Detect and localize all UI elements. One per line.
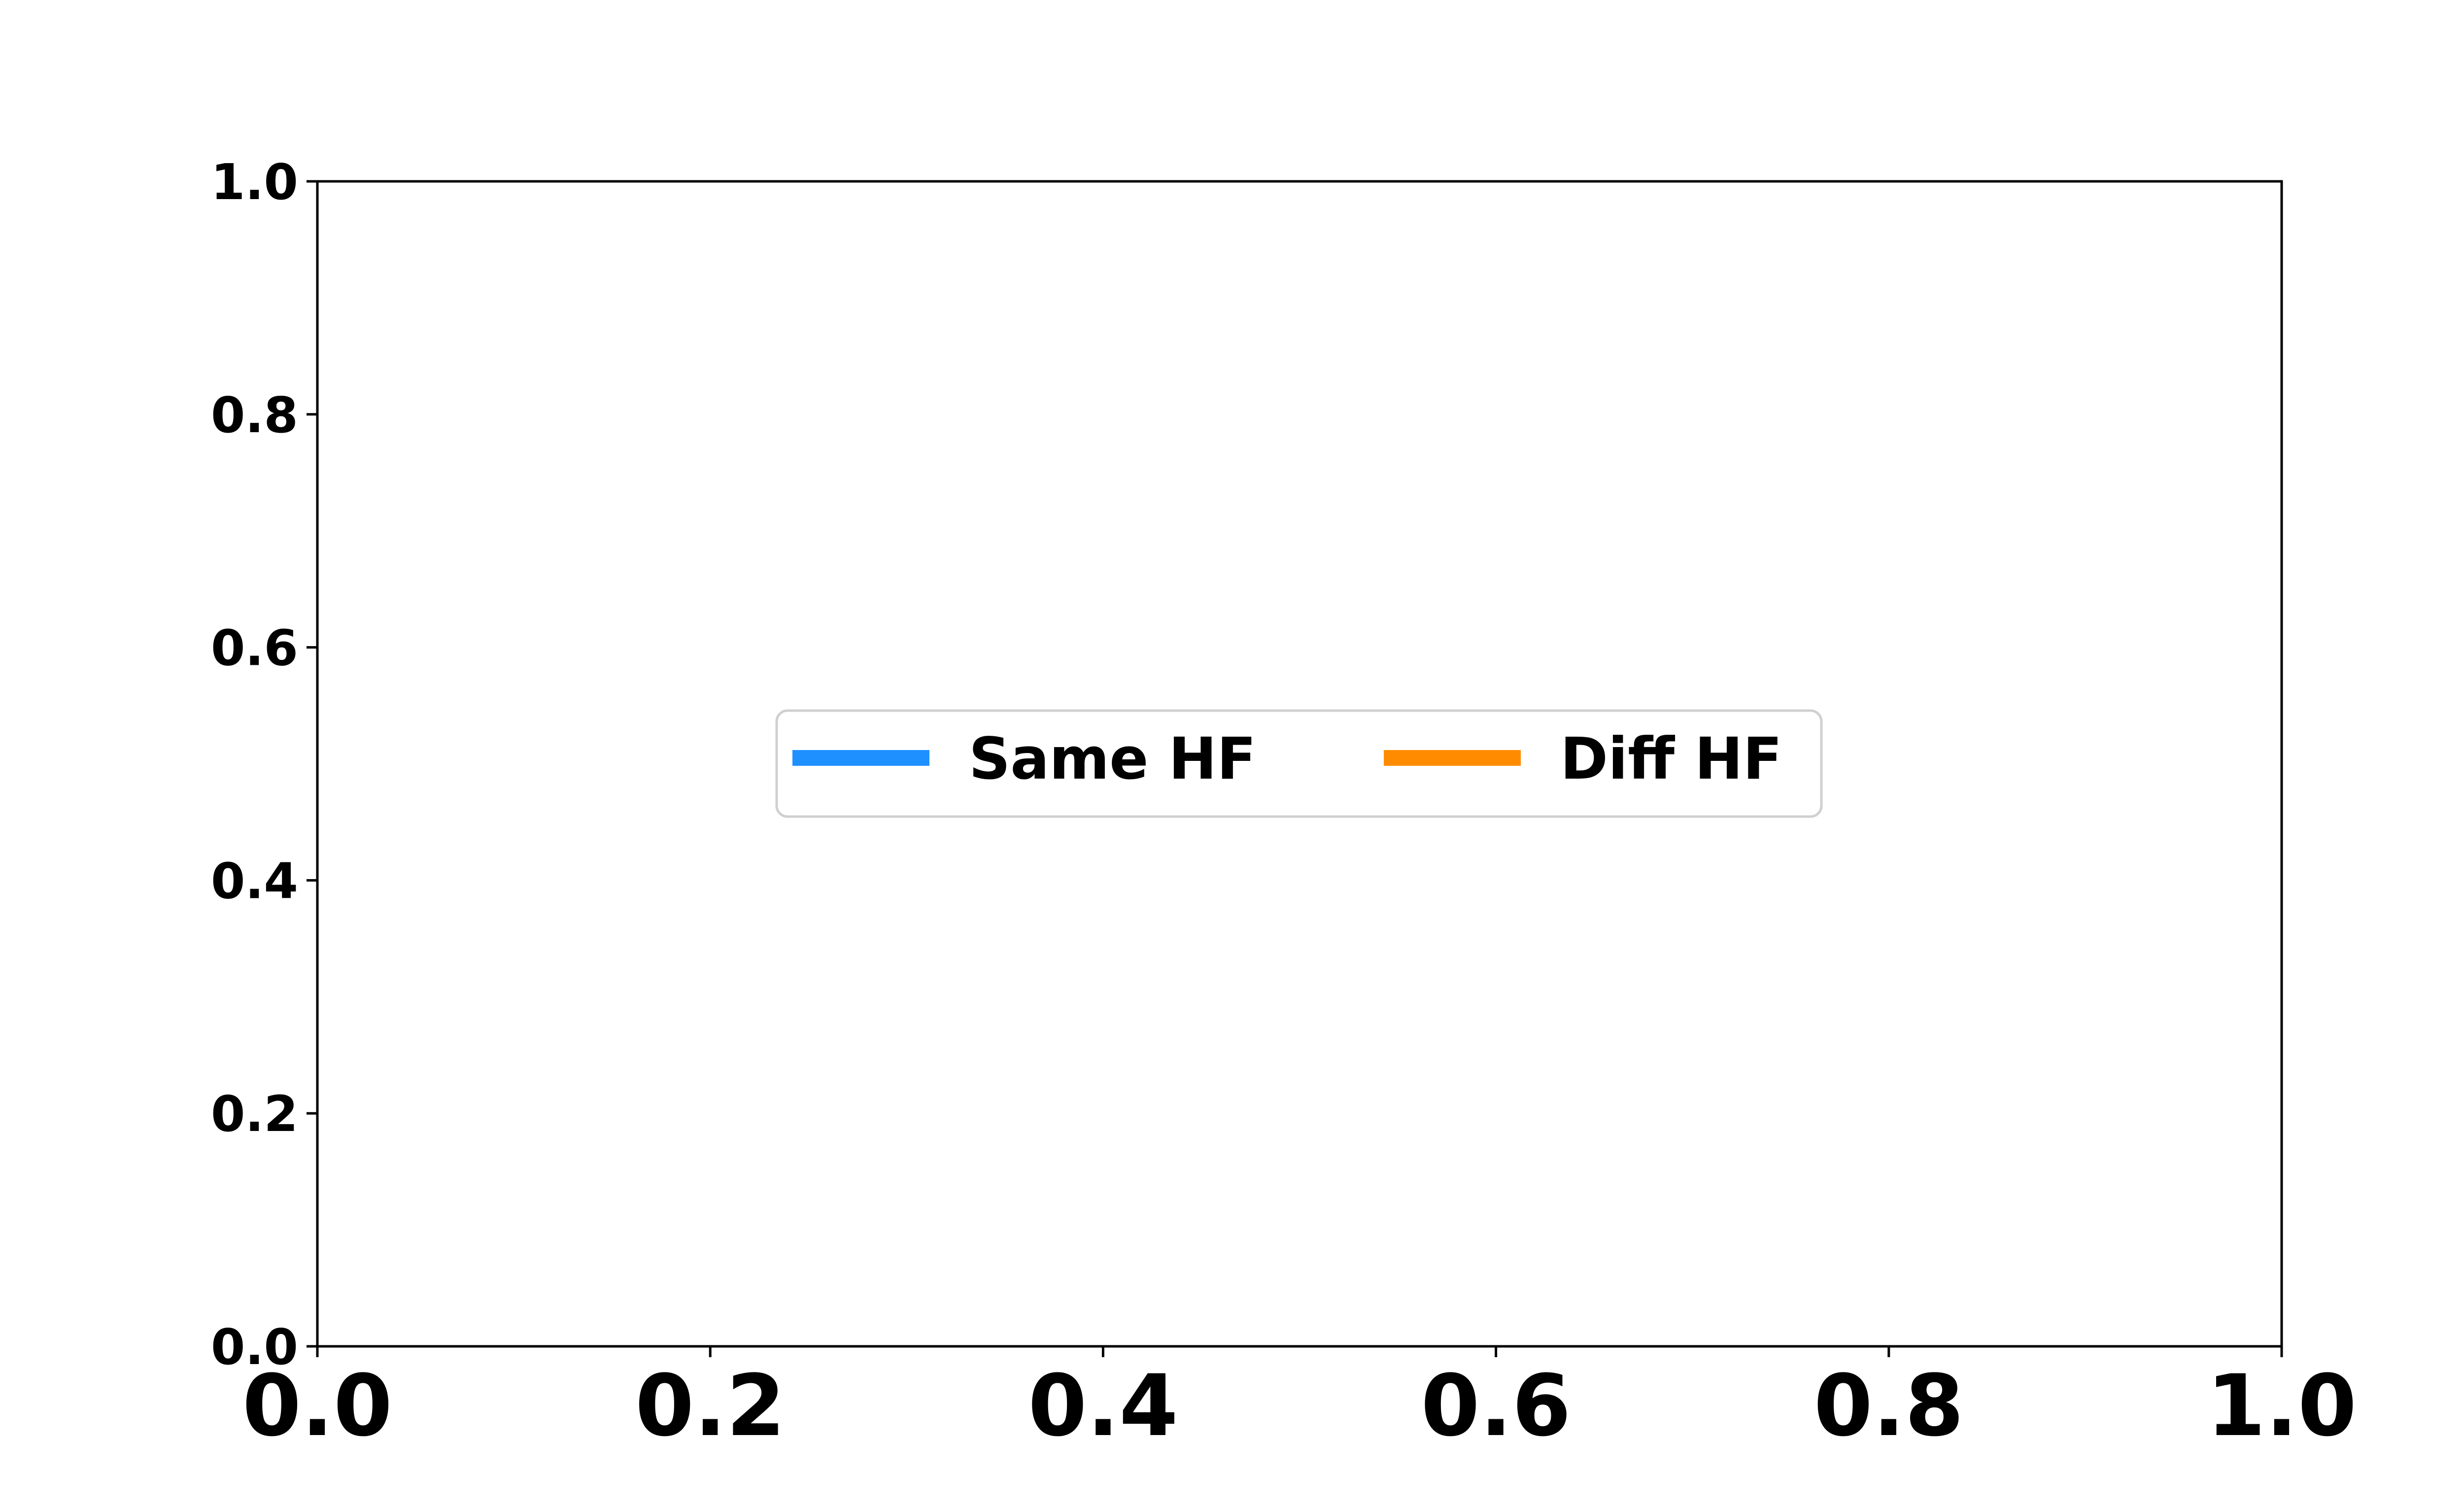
legend-label-1: Diff HF — [1560, 725, 1782, 792]
y-tick-label: 1.0 — [211, 153, 298, 211]
legend-box — [775, 709, 1823, 818]
plot-area — [316, 180, 2283, 1348]
x-tick-label: 0.0 — [242, 1356, 393, 1455]
x-tick-label: 0.2 — [635, 1356, 786, 1455]
axes-frame — [316, 180, 2283, 1348]
x-tick-label: 0.8 — [1814, 1356, 1964, 1455]
y-tick-label: 0.0 — [211, 1318, 298, 1376]
y-tick-label: 0.6 — [211, 619, 298, 677]
x-tick-label: 1.0 — [2207, 1356, 2357, 1455]
x-tick-label: 0.6 — [1421, 1356, 1571, 1455]
y-tick-label: 0.4 — [211, 852, 298, 910]
legend-label-0: Same HF — [969, 725, 1256, 792]
x-tick-label: 0.4 — [1028, 1356, 1178, 1455]
x-axis: 0.0 0.2 0.4 0.6 0.8 1.0 — [242, 1346, 2357, 1455]
legend: Same HF Diff HF — [775, 709, 1823, 818]
y-axis: 0.0 0.2 0.4 0.6 0.8 1.0 — [211, 153, 317, 1376]
y-tick-label: 0.8 — [211, 386, 298, 444]
y-tick-label: 0.2 — [211, 1085, 298, 1143]
